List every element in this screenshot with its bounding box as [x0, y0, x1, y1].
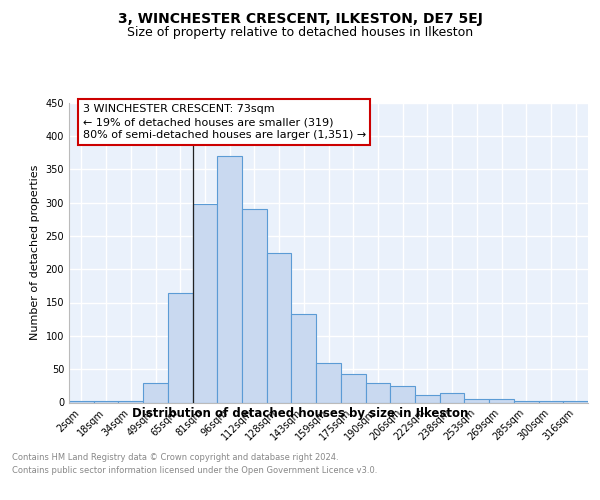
Bar [69, 400, 94, 402]
Bar [464, 398, 489, 402]
Y-axis label: Number of detached properties: Number of detached properties [30, 165, 40, 340]
Bar [292, 314, 316, 402]
Bar [168, 292, 193, 403]
Text: Contains HM Land Registry data © Crown copyright and database right 2024.: Contains HM Land Registry data © Crown c… [12, 452, 338, 462]
Bar [390, 386, 415, 402]
Bar [440, 393, 464, 402]
Bar [94, 400, 118, 402]
Bar [316, 362, 341, 403]
Bar [217, 156, 242, 402]
Text: 3 WINCHESTER CRESCENT: 73sqm
← 19% of detached houses are smaller (319)
80% of s: 3 WINCHESTER CRESCENT: 73sqm ← 19% of de… [83, 104, 366, 140]
Bar [341, 374, 365, 402]
Text: 3, WINCHESTER CRESCENT, ILKESTON, DE7 5EJ: 3, WINCHESTER CRESCENT, ILKESTON, DE7 5E… [118, 12, 482, 26]
Bar [193, 204, 217, 402]
Bar [514, 400, 539, 402]
Bar [242, 209, 267, 402]
Bar [539, 401, 563, 402]
Bar [267, 252, 292, 402]
Text: Size of property relative to detached houses in Ilkeston: Size of property relative to detached ho… [127, 26, 473, 39]
Bar [415, 394, 440, 402]
Bar [143, 382, 168, 402]
Bar [563, 400, 588, 402]
Bar [118, 400, 143, 402]
Bar [489, 399, 514, 402]
Bar [365, 382, 390, 402]
Text: Distribution of detached houses by size in Ilkeston: Distribution of detached houses by size … [132, 408, 468, 420]
Text: Contains public sector information licensed under the Open Government Licence v3: Contains public sector information licen… [12, 466, 377, 475]
